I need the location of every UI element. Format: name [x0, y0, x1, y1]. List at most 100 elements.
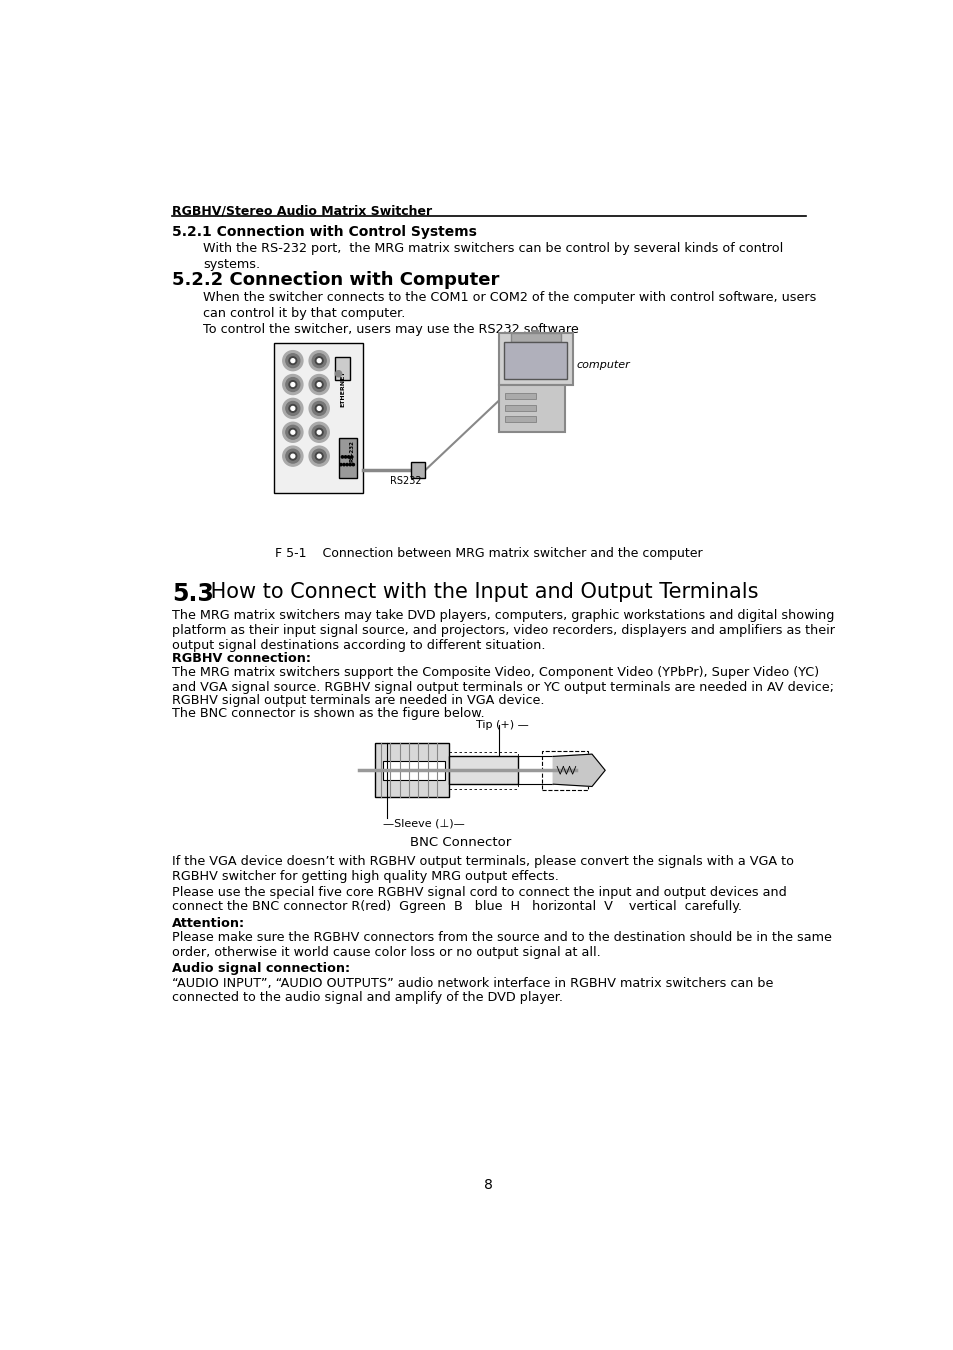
Text: RGBHV connection:: RGBHV connection:: [172, 652, 311, 666]
Circle shape: [286, 401, 299, 416]
Circle shape: [315, 381, 323, 389]
Text: ETHERNET: ETHERNET: [339, 371, 345, 408]
Circle shape: [317, 359, 321, 363]
Bar: [541, 751, 587, 790]
Circle shape: [317, 406, 321, 410]
Text: RS232: RS232: [390, 475, 421, 486]
Text: RGBHV signal output terminals are needed in VGA device.: RGBHV signal output terminals are needed…: [172, 694, 544, 707]
Text: 8: 8: [484, 1179, 493, 1192]
Bar: [498, 385, 564, 432]
Bar: [448, 756, 517, 784]
Circle shape: [291, 454, 294, 458]
Circle shape: [309, 423, 329, 443]
Bar: [375, 744, 448, 798]
Circle shape: [289, 405, 296, 412]
Circle shape: [341, 456, 343, 458]
Circle shape: [282, 446, 303, 466]
Text: Audio signal connection:: Audio signal connection:: [172, 963, 350, 975]
Circle shape: [346, 463, 348, 466]
Bar: [274, 343, 363, 493]
Text: order, otherwise it world cause color loss or no output signal at all.: order, otherwise it world cause color lo…: [172, 946, 600, 958]
Circle shape: [335, 371, 341, 377]
Text: —Sleeve (⊥)—: —Sleeve (⊥)—: [382, 818, 464, 828]
Circle shape: [315, 356, 323, 365]
Bar: [504, 342, 567, 379]
Circle shape: [312, 401, 326, 416]
Circle shape: [286, 425, 299, 439]
Text: “AUDIO INPUT”, “AUDIO OUTPUTS” audio network interface in RGBHV matrix switchers: “AUDIO INPUT”, “AUDIO OUTPUTS” audio net…: [172, 976, 773, 990]
Bar: [335, 356, 350, 379]
Bar: [382, 761, 444, 779]
Bar: [498, 333, 572, 385]
Circle shape: [347, 456, 350, 458]
Bar: [505, 393, 536, 400]
Text: Tip (+) —: Tip (+) —: [476, 721, 528, 730]
Circle shape: [312, 425, 326, 439]
Circle shape: [342, 463, 345, 466]
Circle shape: [309, 351, 329, 371]
Text: platform as their input signal source, and projectors, video recorders, displaye: platform as their input signal source, a…: [172, 624, 834, 637]
Bar: [505, 405, 536, 410]
Text: How to Connect with the Input and Output Terminals: How to Connect with the Input and Output…: [204, 582, 759, 602]
Text: If the VGA device doesn’t with RGBHV output terminals, please convert the signal: If the VGA device doesn’t with RGBHV out…: [172, 855, 793, 868]
Text: can control it by that computer.: can control it by that computer.: [203, 306, 405, 320]
Text: Please make sure the RGBHV connectors from the source and to the destination sho: Please make sure the RGBHV connectors fr…: [172, 931, 831, 944]
Circle shape: [286, 378, 299, 392]
Circle shape: [282, 398, 303, 418]
Circle shape: [309, 374, 329, 394]
Polygon shape: [553, 755, 604, 787]
Text: RGBHV switcher for getting high quality MRG output effects.: RGBHV switcher for getting high quality …: [172, 869, 558, 883]
Text: BNC Connector: BNC Connector: [409, 836, 511, 849]
Circle shape: [349, 463, 351, 466]
Circle shape: [352, 463, 355, 466]
Text: To control the switcher, users may use the RS232 software: To control the switcher, users may use t…: [203, 323, 578, 336]
Text: The MRG matrix switchers support the Composite Video, Component Video (YPbPr), S: The MRG matrix switchers support the Com…: [172, 666, 819, 679]
Circle shape: [309, 446, 329, 466]
Circle shape: [350, 456, 353, 458]
Circle shape: [291, 359, 294, 363]
Circle shape: [289, 452, 296, 460]
Text: Attention:: Attention:: [172, 917, 245, 930]
Circle shape: [309, 398, 329, 418]
Circle shape: [312, 378, 326, 392]
Circle shape: [289, 428, 296, 436]
Text: and VGA signal source. RGBHV signal output terminals or YC output terminals are : and VGA signal source. RGBHV signal outp…: [172, 680, 833, 694]
Circle shape: [282, 351, 303, 371]
Circle shape: [291, 406, 294, 410]
Text: When the switcher connects to the COM1 or COM2 of the computer with control soft: When the switcher connects to the COM1 o…: [203, 290, 816, 304]
Text: computer: computer: [576, 360, 630, 370]
Text: 5.3: 5.3: [172, 582, 213, 606]
Circle shape: [312, 354, 326, 367]
Bar: [411, 462, 425, 478]
Circle shape: [312, 450, 326, 463]
Text: Please use the special five core RGBHV signal cord to connect the input and outp: Please use the special five core RGBHV s…: [172, 886, 786, 899]
Text: RS-232: RS-232: [349, 440, 354, 462]
Circle shape: [315, 428, 323, 436]
Text: output signal destinations according to different situation.: output signal destinations according to …: [172, 640, 545, 652]
Text: RGBHV/Stereo Audio Matrix Switcher: RGBHV/Stereo Audio Matrix Switcher: [172, 204, 432, 217]
Text: F 5-1    Connection between MRG matrix switcher and the computer: F 5-1 Connection between MRG matrix swit…: [274, 547, 702, 560]
Circle shape: [339, 463, 342, 466]
Circle shape: [282, 423, 303, 443]
Text: systems.: systems.: [203, 258, 260, 271]
Circle shape: [291, 431, 294, 435]
Text: 5.2.2 Connection with Computer: 5.2.2 Connection with Computer: [172, 270, 498, 289]
Bar: [505, 416, 536, 423]
Text: The BNC connector is shown as the figure below.: The BNC connector is shown as the figure…: [172, 707, 484, 720]
Circle shape: [289, 381, 296, 389]
Circle shape: [317, 431, 321, 435]
Circle shape: [315, 452, 323, 460]
Bar: [338, 437, 356, 478]
Circle shape: [344, 456, 346, 458]
Bar: [510, 333, 560, 342]
Text: 5.2.1 Connection with Control Systems: 5.2.1 Connection with Control Systems: [172, 225, 476, 239]
Circle shape: [317, 382, 321, 386]
Circle shape: [282, 374, 303, 394]
Circle shape: [289, 356, 296, 365]
Text: connected to the audio signal and amplify of the DVD player.: connected to the audio signal and amplif…: [172, 991, 562, 1004]
Circle shape: [286, 450, 299, 463]
Circle shape: [317, 454, 321, 458]
Text: With the RS-232 port,  the MRG matrix switchers can be control by several kinds : With the RS-232 port, the MRG matrix swi…: [203, 242, 782, 255]
Circle shape: [291, 382, 294, 386]
Text: The MRG matrix switchers may take DVD players, computers, graphic workstations a: The MRG matrix switchers may take DVD pl…: [172, 609, 834, 621]
